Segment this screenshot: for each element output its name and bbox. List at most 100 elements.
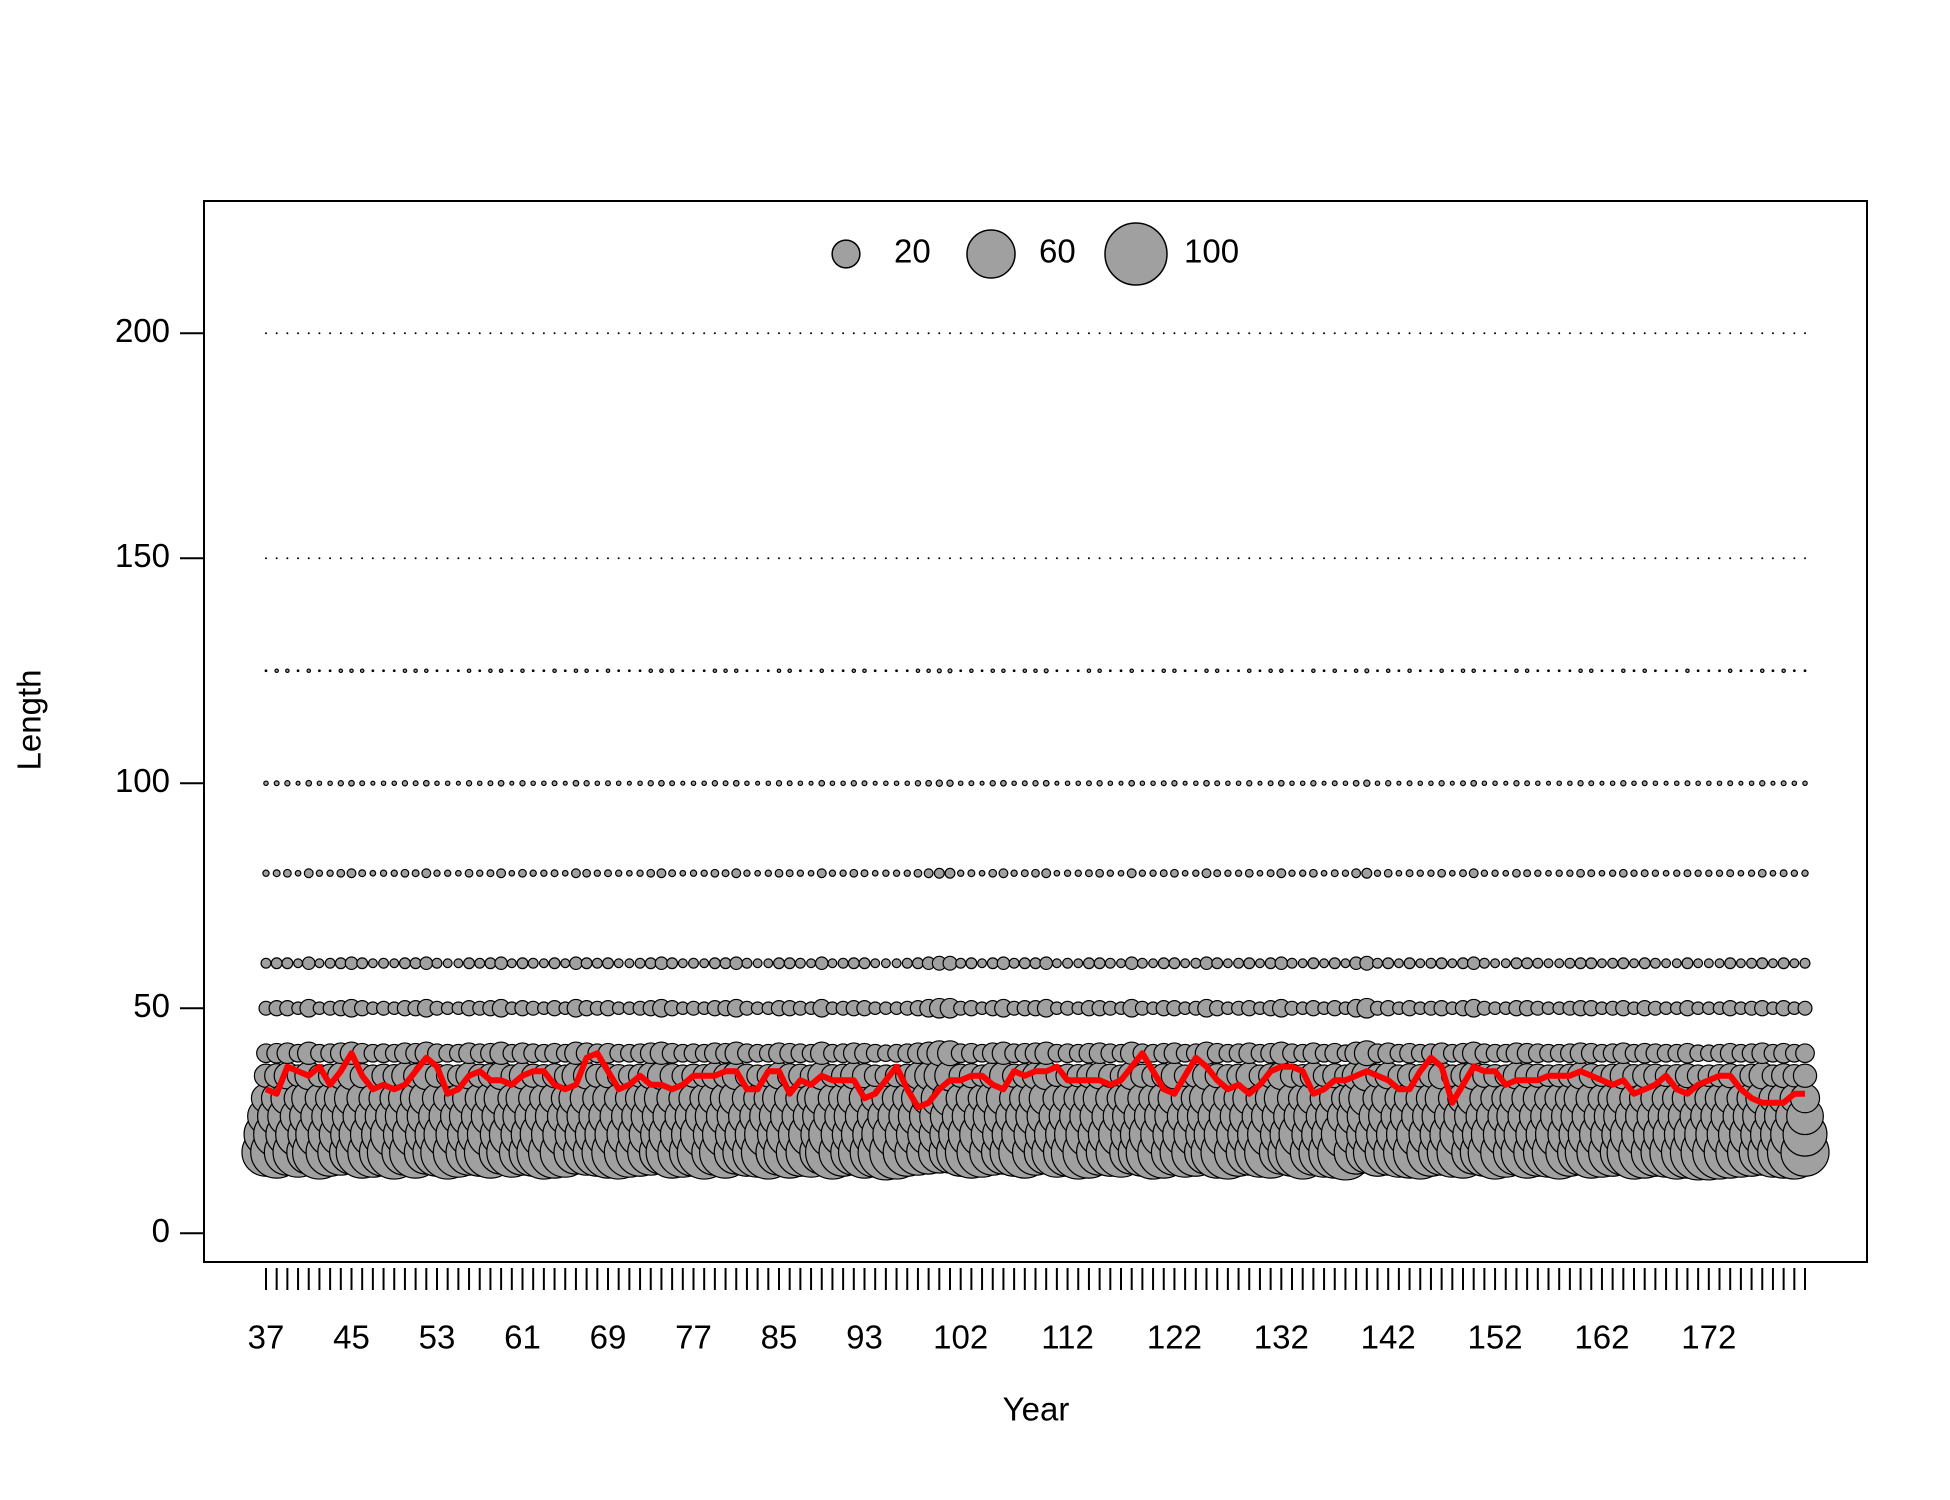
bubble (1055, 332, 1058, 335)
bubble (842, 557, 845, 560)
bubble (1653, 669, 1657, 673)
bubble (766, 669, 770, 673)
bubble (741, 957, 753, 969)
bubble (563, 669, 567, 673)
bubble (542, 332, 545, 335)
bubble (1204, 668, 1209, 674)
bubble (628, 332, 631, 335)
bubble (1629, 958, 1639, 969)
bubble (703, 557, 706, 560)
bubble (1034, 557, 1037, 560)
bubble (1622, 557, 1625, 560)
bubble (1408, 332, 1411, 335)
bubble (851, 668, 857, 674)
bubble (1750, 557, 1753, 560)
bubble (1664, 669, 1668, 673)
bubble (1201, 868, 1212, 879)
bubble (839, 869, 847, 877)
bubble (799, 557, 802, 560)
bubble (453, 958, 464, 969)
bubble (1264, 957, 1277, 970)
bubble (1641, 780, 1648, 787)
bubble (669, 668, 675, 674)
bubble (1233, 957, 1245, 969)
bubble (617, 557, 620, 560)
bubble (1761, 557, 1764, 560)
bubble (1182, 780, 1188, 786)
bubble (468, 557, 471, 560)
bubble (1033, 668, 1038, 674)
bubble (1535, 780, 1541, 787)
bubble (860, 869, 869, 878)
bubble (422, 779, 430, 787)
bubble (1789, 958, 1800, 969)
bubble (1310, 780, 1317, 787)
bubble (379, 869, 388, 877)
bubble (639, 332, 642, 335)
bubble (1675, 557, 1678, 560)
bubble (1661, 958, 1672, 969)
bubble (573, 668, 579, 674)
bubble (1608, 869, 1617, 877)
bubble (858, 957, 871, 970)
bubble (500, 557, 503, 560)
bubble (1675, 332, 1678, 335)
bubble (773, 957, 785, 970)
bubble (1521, 957, 1534, 970)
bubble (776, 668, 782, 674)
bubble (1020, 869, 1029, 878)
bubble (627, 669, 631, 673)
bubble (765, 780, 772, 787)
bubble (1470, 779, 1478, 787)
bubble (1104, 957, 1116, 969)
bubble (1706, 780, 1712, 787)
bubble (807, 869, 815, 877)
bubble (1383, 868, 1393, 878)
bubble (874, 557, 877, 560)
bubble (1651, 869, 1660, 877)
bubble (518, 868, 527, 878)
bubble (1323, 332, 1326, 335)
bubble (1308, 868, 1318, 878)
bubble (540, 869, 548, 877)
bubble (411, 869, 420, 878)
bubble (1457, 957, 1469, 970)
bubble (1738, 780, 1744, 786)
bubble (560, 958, 571, 969)
bubble (713, 557, 716, 560)
bubble (656, 868, 667, 879)
bubble (880, 958, 891, 969)
bubble (361, 332, 364, 335)
bubble (1649, 957, 1661, 969)
bubble (1611, 557, 1614, 560)
y-tick-label: 100 (115, 762, 170, 799)
bubble (1321, 780, 1327, 786)
bubble (1203, 779, 1210, 787)
bubble (906, 332, 909, 335)
bubble (594, 780, 601, 787)
bubble (852, 332, 855, 335)
bubble (1471, 668, 1476, 674)
bubble (318, 669, 321, 673)
bubble (1279, 668, 1284, 674)
bubble (1192, 869, 1200, 877)
bubble (596, 557, 599, 560)
bubble (1002, 332, 1005, 335)
bubble (1258, 557, 1261, 560)
bubble (509, 780, 515, 786)
bubble (658, 779, 665, 787)
bubble (756, 332, 759, 335)
bubble (701, 780, 707, 787)
bubble (442, 958, 453, 969)
bubble (392, 669, 396, 673)
bubble (1566, 869, 1574, 877)
bubble (338, 668, 344, 674)
bubble (1331, 780, 1338, 787)
bubble (636, 869, 644, 877)
bubble (938, 332, 941, 335)
bubble (489, 557, 492, 560)
bubble (1417, 780, 1424, 787)
bubble (519, 780, 526, 787)
bubble (1363, 779, 1371, 787)
bubble (870, 958, 881, 969)
